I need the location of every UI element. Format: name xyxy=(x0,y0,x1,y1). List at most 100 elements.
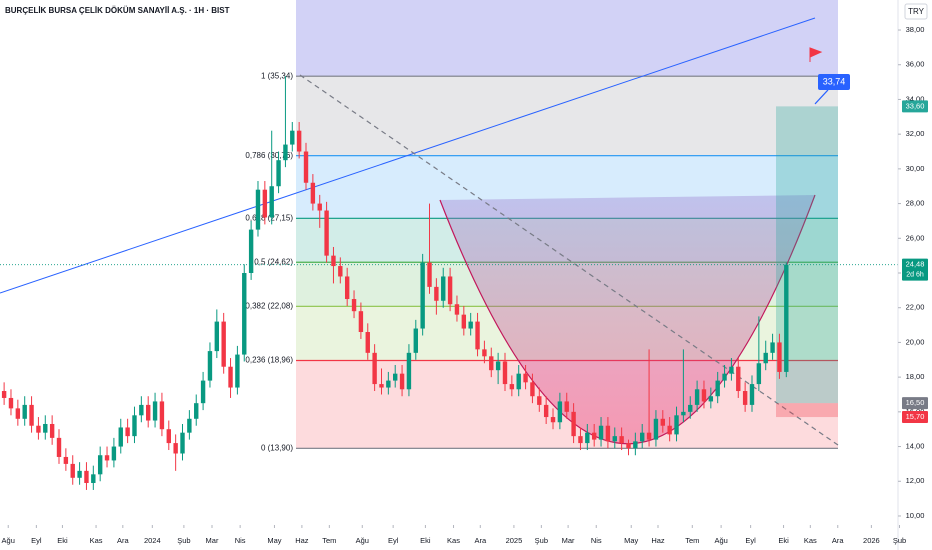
x-tick-label: May xyxy=(624,536,638,545)
y-tick-label: 38,00 xyxy=(906,25,925,34)
candle-body xyxy=(530,382,535,397)
candle-body xyxy=(49,423,55,438)
x-tick-label: 2024 xyxy=(144,536,161,545)
candle-body xyxy=(461,314,467,329)
candle-body xyxy=(276,160,281,187)
x-tick-label: Ara xyxy=(832,536,845,545)
candle-body xyxy=(571,411,576,437)
candle-body xyxy=(317,203,322,211)
candle-body xyxy=(146,404,151,421)
candle-body xyxy=(770,342,775,353)
x-tick-label: Eyl xyxy=(31,536,42,545)
x-tick-label: 2026 xyxy=(863,536,880,545)
price-label-box xyxy=(902,411,928,424)
candle-body xyxy=(482,349,487,357)
candle-body xyxy=(537,396,542,405)
candle-body xyxy=(296,130,302,152)
candle-body xyxy=(214,321,220,352)
fib-label: 0,382 (22,08) xyxy=(245,301,293,310)
currency-box[interactable] xyxy=(904,3,928,20)
y-tick-label: 36,00 xyxy=(906,60,925,69)
candle-body xyxy=(255,189,261,230)
candle-body xyxy=(344,276,350,300)
x-tick-label: Tem xyxy=(322,536,336,545)
x-tick-label: Kas xyxy=(447,536,460,545)
candle-body xyxy=(29,404,34,426)
price-label-box xyxy=(902,100,928,113)
candle-body xyxy=(701,389,707,402)
x-tick-label: Şub xyxy=(893,536,906,545)
y-tick-label: 10,00 xyxy=(906,511,925,520)
candle-body xyxy=(646,432,652,440)
fib-zone xyxy=(296,76,838,156)
y-tick-label: 30,00 xyxy=(906,164,925,173)
fib-label: 0,236 (18,96) xyxy=(245,356,293,365)
fib-zone-top xyxy=(296,0,838,77)
y-tick-label: 18,00 xyxy=(906,372,925,381)
candle-body xyxy=(708,396,714,402)
candle-body xyxy=(242,273,247,355)
time-axis-bg xyxy=(0,525,898,550)
x-tick-label: Eyl xyxy=(745,536,756,545)
candle-body xyxy=(77,470,82,478)
trend-line xyxy=(0,17,816,294)
x-tick-label: Eyl xyxy=(388,536,399,545)
candle-body xyxy=(125,427,130,437)
candle-body xyxy=(36,425,41,433)
candle-body xyxy=(550,417,556,423)
y-tick-label: 26,00 xyxy=(906,233,925,242)
x-tick-label: Kas xyxy=(804,536,817,545)
last-price-label: 24,48 xyxy=(906,260,925,269)
candle-body xyxy=(489,356,494,371)
candle-body xyxy=(612,436,617,442)
candle-body xyxy=(626,443,631,449)
candle-body xyxy=(221,321,226,367)
candle-body xyxy=(399,373,405,390)
candle-body xyxy=(502,361,508,385)
x-tick-label: Ara xyxy=(474,536,487,545)
candle-body xyxy=(386,380,391,388)
candle-body xyxy=(173,443,178,454)
y-tick-label: 28,00 xyxy=(906,199,925,208)
candle-body xyxy=(722,373,727,381)
candle-body xyxy=(667,425,672,435)
candle-body xyxy=(591,432,597,440)
callout-box xyxy=(818,73,850,90)
callout-pointer xyxy=(814,89,829,105)
x-tick-label: Kas xyxy=(90,536,103,545)
position-stop xyxy=(776,403,838,418)
candle-body xyxy=(393,373,398,381)
x-tick-label: Nis xyxy=(235,536,246,545)
candle-body xyxy=(578,436,583,444)
fib-label: 0 (13,90) xyxy=(261,443,293,452)
candle-body xyxy=(619,436,624,444)
candle-body xyxy=(159,401,165,430)
x-tick-label: Ağu xyxy=(2,536,15,545)
candle-body xyxy=(15,408,21,419)
candle-body xyxy=(413,328,418,353)
last-price-box xyxy=(902,258,928,281)
candle-body xyxy=(447,276,453,305)
x-tick-label: Ara xyxy=(117,536,130,545)
x-tick-label: Ağu xyxy=(714,536,727,545)
candle-body xyxy=(324,210,329,256)
y-tick-label: 20,00 xyxy=(906,337,925,346)
candle-body xyxy=(187,418,192,433)
x-tick-label: 2025 xyxy=(506,536,523,545)
y-tick-label: 32,00 xyxy=(906,129,925,138)
candle-body xyxy=(372,352,377,385)
candle-body xyxy=(56,437,62,457)
candle-body xyxy=(111,446,117,461)
candle-body xyxy=(756,363,762,385)
candles xyxy=(1,76,789,490)
x-tick-label: May xyxy=(267,536,281,545)
candle-body xyxy=(283,144,288,161)
candle-body xyxy=(749,384,755,405)
x-tick-label: Eki xyxy=(420,536,431,545)
candle-body xyxy=(454,304,460,315)
candle-body xyxy=(104,455,110,461)
candle-body xyxy=(640,432,645,442)
candle-body xyxy=(269,186,274,218)
x-tick-label: Tem xyxy=(685,536,699,545)
